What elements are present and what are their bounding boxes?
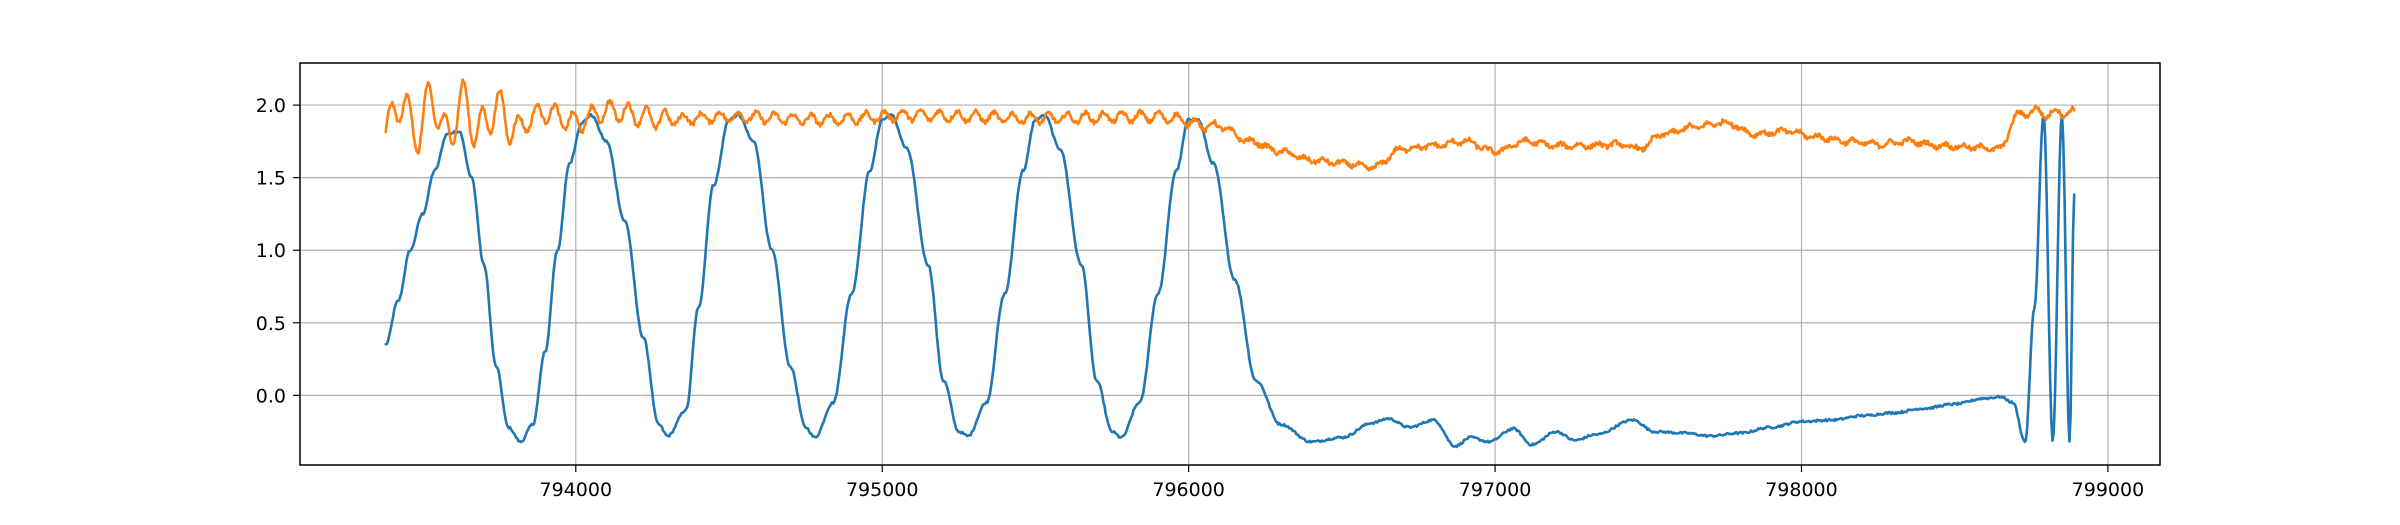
x-tick-label: 797000 <box>1459 479 1532 501</box>
y-tick-label: 1.5 <box>256 168 286 190</box>
y-tick-label: 0.0 <box>256 385 286 407</box>
x-tick-label: 796000 <box>1152 479 1225 501</box>
x-tick-label: 799000 <box>2072 479 2145 501</box>
plot-frame <box>299 62 2161 466</box>
x-tick-label: 798000 <box>1765 479 1838 501</box>
ticks: 794000 795000 796000 797000 798000 799000 0.0 0… <box>256 95 2144 501</box>
grid <box>300 63 2160 465</box>
y-tick-label: 0.5 <box>256 313 286 335</box>
x-tick-label: 794000 <box>540 479 613 501</box>
x-tick-label: 795000 <box>846 479 919 501</box>
y-tick-label: 2.0 <box>256 95 286 117</box>
y-tick-label: 1.0 <box>256 240 286 262</box>
series-line-blue <box>384 113 2076 449</box>
series-line-orange <box>384 78 2076 172</box>
series-group <box>384 78 2076 449</box>
